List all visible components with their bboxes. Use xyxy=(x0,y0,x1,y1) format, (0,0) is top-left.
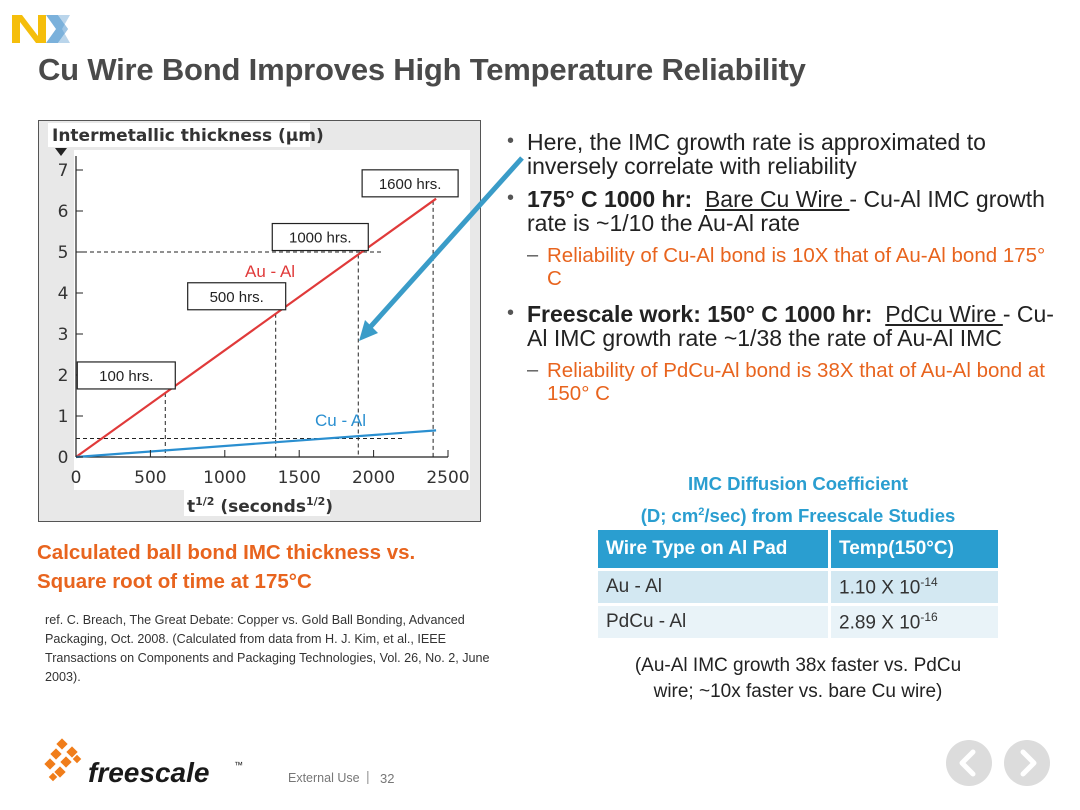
table-note: (Au-Al IMC growth 38x faster vs. PdCu wi… xyxy=(598,653,998,705)
x-axis-title: t1/2 (seconds1/2) xyxy=(187,495,333,517)
bullet-list: • Here, the IMC growth rate is approxima… xyxy=(507,130,1062,405)
svg-text:™: ™ xyxy=(234,760,243,770)
x-tick-label: 0 xyxy=(71,468,82,488)
sub-bullet-marker: – xyxy=(527,359,539,381)
bullet-marker: • xyxy=(507,187,515,209)
series-line-au-al xyxy=(75,197,437,458)
bullet-3: • Freescale work: 150° C 1000 hr: PdCu W… xyxy=(507,302,1062,350)
y-tick-label: 0 xyxy=(58,448,69,468)
x-tick-label: 2000 xyxy=(352,468,395,488)
time-marker-label: 500 hrs. xyxy=(210,289,264,306)
caption-line-1: Calculated ball bond IMC thickness vs. xyxy=(37,541,416,564)
series-label-cu-al: Cu - Al xyxy=(315,411,366,430)
sub-bullet-1-text: Reliability of Cu-Al bond is 10X that of… xyxy=(547,244,1046,290)
time-marker-box xyxy=(361,169,459,198)
time-marker-box xyxy=(76,361,176,390)
caption-line-2: Square root of time at 175°C xyxy=(37,570,312,593)
sub-bullet-marker: – xyxy=(527,244,539,266)
chevron-right-icon xyxy=(1020,749,1037,777)
previous-slide-button[interactable] xyxy=(946,740,992,786)
time-marker-label: 1000 hrs. xyxy=(289,230,352,247)
x-tick-label: 2500 xyxy=(426,468,469,488)
y-axis-title: Intermetallic thickness (µm) xyxy=(52,126,324,146)
bullet-1-text: Here, the IMC growth rate is approximate… xyxy=(527,129,986,179)
bullet-2-bold: 175° C 1000 hr: xyxy=(527,186,693,212)
table-cell-coefficient: 1.10 X 10-14 xyxy=(831,571,998,603)
time-marker-label: 100 hrs. xyxy=(99,368,153,385)
nxp-logo xyxy=(12,15,70,43)
footer-separator: | xyxy=(366,768,370,784)
y-axis-arrow-icon xyxy=(55,148,67,156)
x-tick-label: 1000 xyxy=(203,468,246,488)
table-title: IMC Diffusion Coefficient (D; cm2/sec) f… xyxy=(598,470,998,530)
y-tick-label: 6 xyxy=(58,202,69,222)
sub-bullet-1: – Reliability of Cu-Al bond is 10X that … xyxy=(507,244,1062,290)
table-row: PdCu - Al 2.89 X 10-16 xyxy=(598,606,998,638)
bullet-marker: • xyxy=(507,302,515,324)
time-marker-box xyxy=(271,222,369,252)
x-tick-label: 1500 xyxy=(278,468,321,488)
table-note-line-1: (Au-Al IMC growth 38x faster vs. PdCu xyxy=(634,655,962,676)
y-tick-label: 5 xyxy=(58,243,69,263)
bullet-3-rest: - Cu-Al IMC growth rate ~1/38 the rate o… xyxy=(527,301,1054,351)
time-marker-box xyxy=(187,282,287,311)
table-cell-wire: Au - Al xyxy=(598,571,828,603)
imc-thickness-chart: Intermetallic thickness (µm) 0 1 2 3 4 5 6 7 0 50… xyxy=(48,123,470,517)
y-tick-label: 3 xyxy=(58,325,69,345)
bullet-3-bold: Freescale work: 150° C 1000 hr: xyxy=(527,301,873,327)
table-title-line-2: (D; cm2/sec) from Freescale Studies xyxy=(640,505,956,527)
svg-text:freescale: freescale xyxy=(88,757,209,788)
sub-bullet-2-text: Reliability of PdCu-Al bond is 38X that … xyxy=(547,359,1045,405)
table-title-line-1: IMC Diffusion Coefficient xyxy=(688,473,908,494)
table-cell-wire: PdCu - Al xyxy=(598,606,828,638)
footer-classification: External Use xyxy=(288,771,360,785)
time-marker-label: 1600 hrs. xyxy=(379,176,442,193)
y-tick-label: 1 xyxy=(58,407,69,427)
bullet-2-underline: Bare Cu Wire xyxy=(704,186,850,212)
table-cell-coefficient: 2.89 X 10-16 xyxy=(831,606,998,638)
table-note-line-2: wire; ~10x faster vs. bare Cu wire) xyxy=(653,681,943,702)
bullet-2: • 175° C 1000 hr: Bare Cu Wire - Cu-Al I… xyxy=(507,187,1062,235)
chevron-left-icon xyxy=(959,749,976,777)
table-row: Au - Al 1.10 X 10-14 xyxy=(598,571,998,603)
table-header-wire-type: Wire Type on Al Pad xyxy=(598,530,828,568)
bullet-marker: • xyxy=(507,130,515,152)
reference-text: ref. C. Breach, The Great Debate: Copper… xyxy=(45,613,490,684)
bullet-2-rest: - Cu-Al IMC growth rate is ~1/10 the Au-… xyxy=(527,186,1045,236)
chart-caption: Calculated ball bond IMC thickness vs. S… xyxy=(37,538,507,596)
page-number: 32 xyxy=(380,771,395,786)
sub-bullet-2: – Reliability of PdCu-Al bond is 38X tha… xyxy=(507,359,1062,405)
page-title: Cu Wire Bond Improves High Temperature R… xyxy=(38,52,806,87)
x-tick-label: 500 xyxy=(134,468,166,488)
table-header-temp: Temp(150°C) xyxy=(831,530,998,568)
bullet-1: • Here, the IMC growth rate is approxima… xyxy=(507,130,1062,178)
freescale-logo: freescale ™ xyxy=(44,738,243,788)
y-tick-label: 2 xyxy=(58,366,69,386)
bullet-3-underline: PdCu Wire xyxy=(885,301,1003,327)
next-slide-button[interactable] xyxy=(1004,740,1050,786)
series-line-cu-al xyxy=(75,429,437,459)
imc-diffusion-table: Wire Type on Al Pad Temp(150°C) Au - Al … xyxy=(595,527,1001,641)
y-tick-label: 7 xyxy=(58,161,69,181)
y-tick-label: 4 xyxy=(58,284,69,304)
series-label-au-al: Au - Al xyxy=(245,262,295,281)
